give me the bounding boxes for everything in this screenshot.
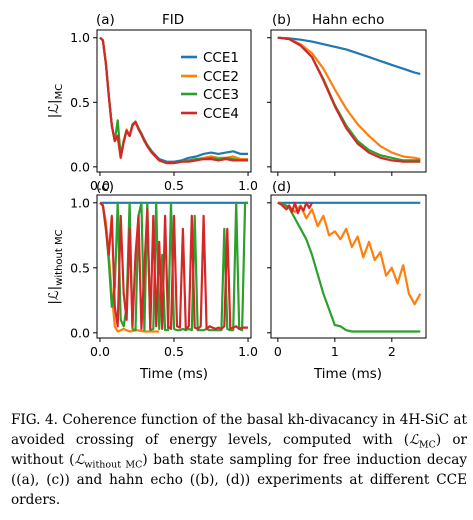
xlabel-right: Time (ms)	[313, 366, 382, 382]
panel-c: (c) 0.00.51.00.0 0.5 1.0	[70, 179, 258, 359]
legend-label-cce4: CCE4	[203, 106, 239, 122]
x-tick-label-panel-d: 0	[274, 344, 282, 359]
panel-a-label: (a)	[96, 12, 115, 28]
panel-b: (b) Hahn echo	[267, 12, 427, 176]
panel-b-ticks	[267, 37, 393, 176]
caption-symbol-without-mc: ℒ	[74, 452, 85, 468]
x-tick-label-panel-d: 2	[388, 344, 396, 359]
ylabel-top: |ℒ|MC	[46, 84, 65, 118]
caption-symbol-mc: ℒ	[409, 432, 419, 448]
panel-a-lines	[99, 36, 248, 165]
panel-d: (d) 0 1 2	[267, 179, 427, 359]
x-tick-label-panel-c: 0.0	[90, 344, 110, 359]
y-tick-label-panel-c: 1.0	[70, 195, 90, 210]
panel-a-title: FID	[162, 12, 184, 28]
xlabel-left: Time (ms)	[139, 366, 208, 382]
series-line-cce1-panel-b	[277, 36, 421, 75]
figure: (a) FID 0.00.51.00.0 0.5 1.0 CCE1 CCE2 CCE…	[46, 12, 427, 382]
panel-d-frame	[270, 194, 427, 339]
series-line-cce3-panel-d	[277, 201, 421, 333]
x-tick-label-panel-c: 0.5	[164, 344, 184, 359]
panel-a-ticks: 0.0 0.5 1.0 0.0 0.5 1.0	[70, 30, 258, 193]
legend-label-cce3: CCE3	[203, 87, 239, 103]
x-tick-label-panel-d: 1	[331, 344, 339, 359]
series-line-cce4-panel-a	[99, 36, 248, 165]
x-tick-label-panel-a: 1.0	[238, 178, 258, 193]
panel-b-frame	[270, 29, 427, 173]
caption-symbol-mc-sub: MC	[418, 439, 436, 451]
y-tick-label-panel-a: 0.5	[70, 95, 90, 110]
caption-text-3: ) bath state sampling for free induction…	[11, 452, 468, 508]
series-line-cce4-panel-c	[99, 201, 248, 330]
legend-label-cce2: CCE2	[203, 69, 239, 85]
panel-b-label: (b)	[272, 12, 291, 28]
panel-c-label: (c)	[96, 179, 114, 195]
panel-d-ticks: 0 1 2	[267, 202, 396, 359]
panel-d-label: (d)	[272, 179, 291, 195]
legend: CCE1 CCE2 CCE3 CCE4	[181, 50, 239, 122]
figure-caption: FIG. 4. Coherence function of the basal …	[11, 410, 467, 510]
caption-text-1: Coherence function of the basal kh-divac…	[11, 412, 467, 448]
panel-b-title: Hahn echo	[312, 12, 384, 28]
series-line-cce4-panel-d	[277, 201, 313, 215]
x-tick-label-panel-a: 0.0	[90, 178, 110, 193]
x-tick-label-panel-a: 0.5	[164, 178, 184, 193]
panel-b-lines	[277, 36, 421, 163]
panel-c-lines	[99, 201, 248, 333]
series-line-cce3-panel-b	[277, 36, 421, 162]
caption-symbol-without-mc-sub: without MC	[84, 459, 143, 471]
series-line-cce3-panel-c	[99, 201, 248, 332]
y-tick-label-panel-a: 1.0	[70, 30, 90, 45]
caption-fig-label: FIG. 4.	[11, 412, 58, 428]
x-tick-label-panel-c: 1.0	[238, 344, 258, 359]
panel-c-ticks: 0.0 0.5 1.0 0.0 0.5 1.0	[70, 195, 258, 359]
y-tick-label-panel-c: 0.0	[70, 325, 90, 340]
series-line-cce2-panel-b	[277, 36, 421, 161]
caption-text-2: ) or without (	[11, 432, 467, 468]
legend-label-cce1: CCE1	[203, 50, 239, 66]
y-tick-label-panel-c: 0.5	[70, 260, 90, 275]
series-line-cce2-panel-d	[277, 201, 422, 306]
y-tick-label-panel-a: 0.0	[70, 159, 90, 174]
ylabel-bottom: |ℒ|without MC	[46, 229, 65, 304]
panel-d-lines	[277, 201, 422, 333]
panel-a: (a) FID 0.0 0.5 1.0 0.0 0.5 1.0 CCE1 CCE2 CCE…	[70, 12, 258, 193]
series-line-cce4-panel-b	[277, 36, 421, 163]
